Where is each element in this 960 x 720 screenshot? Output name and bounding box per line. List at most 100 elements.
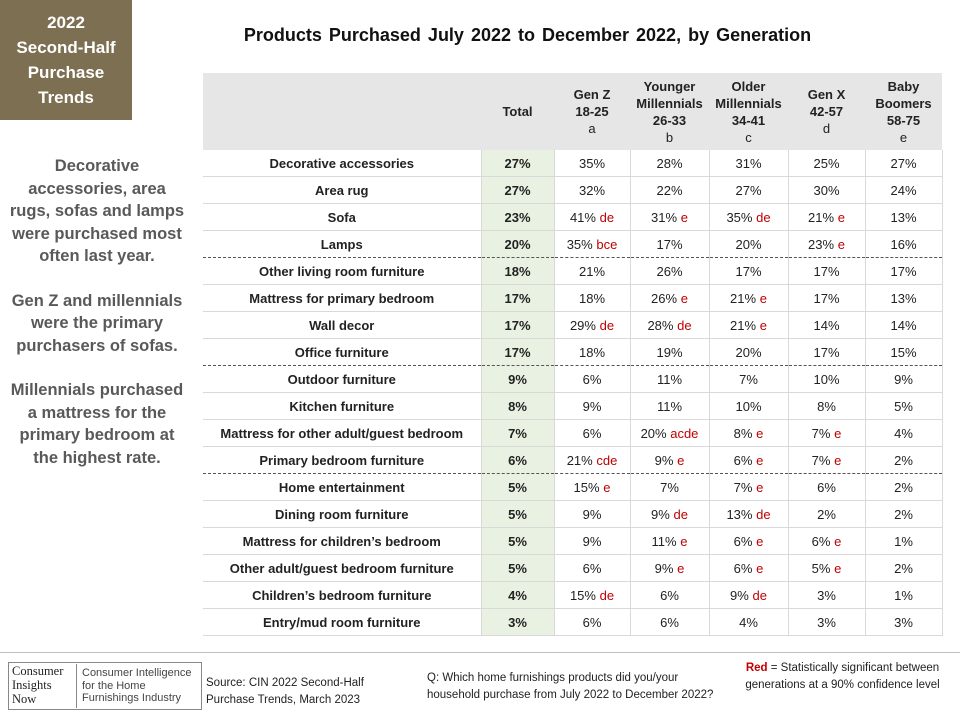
column-header: Baby Boomers 58-75 e	[865, 73, 942, 150]
value-cell: 17%	[630, 230, 710, 258]
total-cell: 17%	[481, 338, 555, 366]
cell-value: 9%	[651, 506, 670, 522]
cell-value: 17%	[890, 263, 917, 279]
total-cell: 9%	[481, 365, 555, 393]
side-note: Gen Z and millennials were the primary p…	[11, 291, 183, 355]
cell-value: 7%	[811, 425, 831, 441]
page-title: Products Purchased July 2022 to December…	[243, 25, 812, 45]
value-cell: 27%	[865, 150, 943, 177]
row-label: Wall decor	[203, 311, 482, 339]
cell-value: 9%	[654, 452, 674, 468]
significance-letters: e	[834, 560, 842, 576]
significance-letters: de	[756, 506, 771, 522]
column-name: Older Millennials	[715, 78, 782, 111]
cell-value: 35%	[566, 236, 593, 252]
cell-value: 26%	[656, 263, 683, 279]
value-cell: 35% de	[709, 203, 789, 231]
value-cell: 8%	[788, 392, 866, 420]
footer-divider	[0, 652, 960, 653]
table-row: Area rug 27% 32% 22% 27% 30% 24%	[203, 176, 943, 204]
significance-letters: e	[837, 209, 845, 225]
column-name: Gen X	[807, 87, 846, 102]
cell-value: 41%	[569, 209, 596, 225]
total-cell: 5%	[481, 554, 555, 582]
value-cell: 10%	[709, 392, 789, 420]
badge-line: Trends	[38, 88, 94, 107]
purchase-table: Total Gen Z 18-25 a Younger Millennials 26-33…	[203, 73, 943, 636]
table-row: Entry/mud room furniture 3% 6% 6% 4% 3% 3%	[203, 608, 943, 636]
cell-value: 17%	[813, 344, 840, 360]
table-row: Lamps 20% 35% bce 17% 20% 23% e 16%	[203, 230, 943, 258]
row-label: Mattress for primary bedroom	[203, 284, 482, 312]
cell-value: 8%	[733, 425, 753, 441]
value-cell: 1%	[865, 581, 943, 609]
cell-value: 1%	[894, 587, 913, 603]
cell-value: 19%	[656, 344, 683, 360]
row-label: Other living room furniture	[203, 257, 482, 285]
value-cell: 2%	[788, 500, 866, 528]
significance-letters: de	[599, 587, 615, 603]
cell-value: 6%	[811, 533, 831, 549]
total-cell: 18%	[481, 257, 555, 285]
value-cell: 17%	[709, 257, 789, 285]
value-cell: 7% e	[709, 473, 789, 501]
cell-value: 6%	[582, 614, 602, 630]
total-cell: 4%	[481, 581, 555, 609]
value-cell: 15% de	[554, 581, 631, 609]
value-cell: 26% e	[630, 284, 710, 312]
legend-red-word: Red	[745, 662, 768, 674]
cell-value: 30%	[813, 182, 840, 198]
cell-value: 21%	[578, 263, 606, 279]
cell-value: 3%	[817, 614, 836, 630]
table-row: Decorative accessories 27% 35% 28% 31% 25% 27%	[203, 150, 943, 177]
significance-letters: e	[680, 533, 688, 549]
row-label: Dining room furniture	[203, 500, 482, 528]
value-cell: 35% bce	[554, 230, 631, 258]
cell-value: 31%	[735, 155, 762, 171]
column-name: Younger Millennials	[636, 78, 703, 111]
cell-value: 11%	[651, 533, 677, 549]
cell-value: 22%	[656, 182, 683, 198]
source-line: Purchase Trends, March 2023	[206, 694, 361, 706]
table-header-row: Total Gen Z 18-25 a Younger Millennials 26-33…	[203, 73, 942, 150]
cell-value: 27%	[890, 155, 917, 171]
value-cell: 9% de	[630, 500, 710, 528]
significance-letters: de	[677, 317, 692, 333]
cell-value: 8%	[817, 398, 836, 414]
cell-value: 16%	[890, 236, 917, 252]
cell-value: 9%	[582, 533, 602, 549]
total-cell: 5%	[481, 527, 555, 555]
total-cell: 8%	[481, 392, 555, 420]
cell-value: 13%	[890, 290, 917, 306]
value-cell: 7%	[709, 365, 789, 393]
column-name: Gen Z	[573, 87, 611, 102]
logo-word: Insights	[12, 678, 52, 692]
value-cell: 5%	[865, 392, 943, 420]
cell-value: 6%	[660, 614, 679, 630]
cell-value: 14%	[813, 317, 840, 333]
value-cell: 18%	[554, 284, 631, 312]
value-cell: 28%	[630, 150, 710, 177]
cell-value: 17%	[813, 290, 840, 306]
cell-value: 21%	[730, 317, 757, 333]
cell-value: 7%	[660, 479, 679, 495]
value-cell: 6% e	[788, 527, 866, 555]
cell-value: 32%	[578, 182, 606, 198]
value-cell: 6%	[554, 365, 631, 393]
tagline-line: Furnishings Industry	[82, 692, 182, 705]
value-cell: 3%	[788, 581, 866, 609]
significance-letters: e	[756, 479, 764, 495]
value-cell: 8% e	[709, 419, 789, 447]
cell-value: 5%	[811, 560, 831, 576]
significance-letters: de	[756, 209, 771, 225]
value-cell: 26%	[630, 257, 710, 285]
cell-value: 1%	[894, 533, 913, 549]
cell-value: 10%	[813, 371, 840, 387]
significance-letters: cde	[596, 452, 618, 468]
value-cell: 1%	[865, 527, 943, 555]
value-cell: 3%	[788, 608, 866, 636]
value-cell: 9%	[865, 365, 943, 393]
column-header: Younger Millennials 26-33 b	[630, 73, 709, 150]
value-cell: 6% e	[709, 527, 789, 555]
column-name: Total	[502, 104, 533, 119]
